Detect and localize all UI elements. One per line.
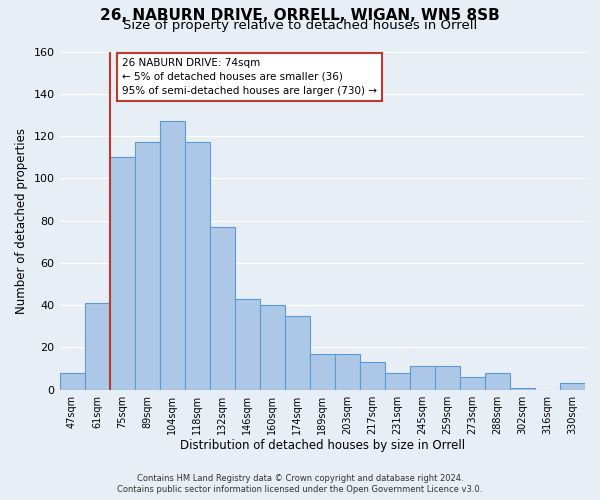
Bar [435, 366, 460, 390]
Bar [185, 142, 209, 390]
Bar [310, 354, 335, 390]
X-axis label: Distribution of detached houses by size in Orrell: Distribution of detached houses by size … [180, 440, 465, 452]
Bar [510, 388, 535, 390]
Text: Size of property relative to detached houses in Orrell: Size of property relative to detached ho… [123, 19, 477, 32]
Bar [260, 305, 285, 390]
Bar [59, 373, 85, 390]
Text: Contains HM Land Registry data © Crown copyright and database right 2024.
Contai: Contains HM Land Registry data © Crown c… [118, 474, 482, 494]
Text: 26, NABURN DRIVE, ORRELL, WIGAN, WN5 8SB: 26, NABURN DRIVE, ORRELL, WIGAN, WN5 8SB [100, 8, 500, 22]
Bar [460, 377, 485, 390]
Bar [560, 384, 585, 390]
Bar [110, 157, 134, 390]
Text: 26 NABURN DRIVE: 74sqm
← 5% of detached houses are smaller (36)
95% of semi-deta: 26 NABURN DRIVE: 74sqm ← 5% of detached … [122, 58, 377, 96]
Bar [85, 303, 110, 390]
Bar [335, 354, 360, 390]
Bar [134, 142, 160, 390]
Bar [360, 362, 385, 390]
Bar [285, 316, 310, 390]
Y-axis label: Number of detached properties: Number of detached properties [15, 128, 28, 314]
Bar [235, 299, 260, 390]
Bar [410, 366, 435, 390]
Bar [385, 373, 410, 390]
Bar [209, 227, 235, 390]
Bar [160, 122, 185, 390]
Bar [485, 373, 510, 390]
